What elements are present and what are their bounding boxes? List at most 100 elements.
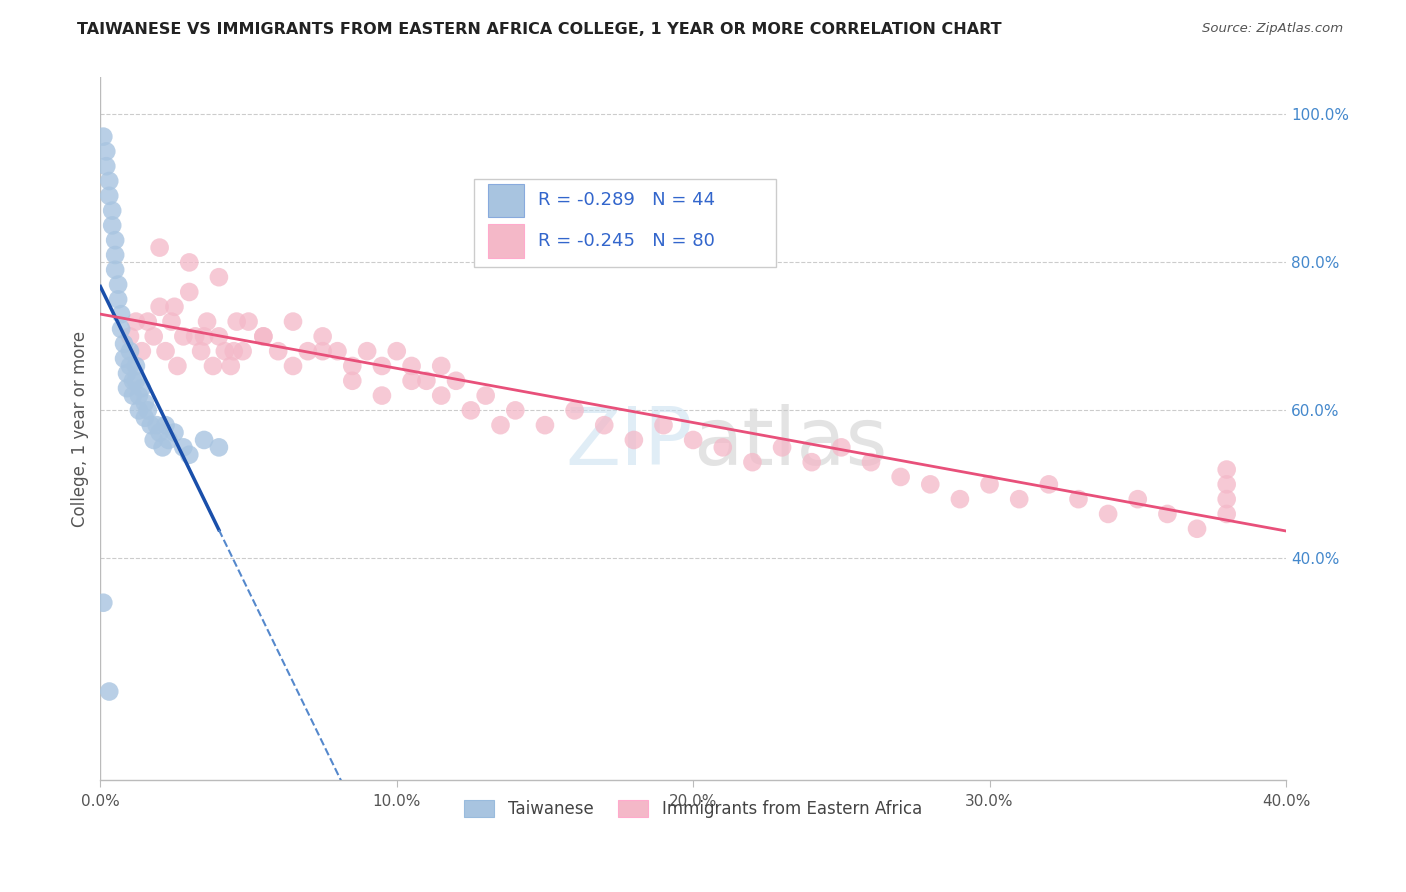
Point (122, 388, 145, 402)
Point (232, 344, 254, 359)
Point (163, 425, 186, 440)
Point (1126, 492, 1149, 507)
Point (1215, 462, 1237, 476)
Point (652, 418, 675, 433)
Point (1185, 522, 1208, 536)
Point (311, 344, 333, 359)
Point (711, 441, 734, 455)
Point (890, 470, 912, 484)
Point (201, 359, 224, 373)
Point (149, 425, 172, 440)
Point (460, 403, 482, 417)
Point (356, 344, 378, 359)
Point (489, 418, 512, 433)
Point (98, 189, 121, 203)
Point (564, 403, 586, 417)
Point (128, 403, 150, 417)
Point (166, 359, 188, 373)
Point (430, 359, 453, 373)
Point (179, 285, 201, 299)
Point (145, 418, 167, 433)
Point (920, 477, 942, 491)
Point (415, 374, 437, 388)
Point (281, 359, 304, 373)
Point (195, 315, 218, 329)
Point (125, 315, 148, 329)
Point (534, 418, 557, 433)
Point (1097, 507, 1119, 521)
Point (371, 359, 394, 373)
Point (134, 396, 156, 410)
Point (190, 344, 212, 359)
Point (128, 388, 150, 402)
FancyBboxPatch shape (488, 184, 523, 218)
Text: R = -0.289   N = 44: R = -0.289 N = 44 (538, 192, 716, 210)
Point (267, 344, 290, 359)
Point (401, 374, 423, 388)
Point (112, 336, 135, 351)
Point (136, 403, 159, 417)
Point (1008, 492, 1031, 507)
Point (131, 344, 153, 359)
Point (125, 374, 148, 388)
Point (157, 433, 180, 447)
Point (208, 329, 231, 343)
Point (142, 329, 165, 343)
Point (311, 329, 333, 343)
Point (682, 203, 704, 218)
FancyBboxPatch shape (474, 179, 776, 268)
Point (104, 233, 127, 247)
Point (474, 388, 496, 402)
Legend: Taiwanese, Immigrants from Eastern Africa: Taiwanese, Immigrants from Eastern Afric… (458, 793, 928, 825)
Point (149, 241, 172, 255)
Point (184, 329, 207, 343)
Point (208, 270, 231, 285)
Point (131, 381, 153, 395)
Point (1156, 507, 1178, 521)
Point (155, 344, 177, 359)
Point (430, 388, 453, 402)
Point (179, 448, 201, 462)
Point (163, 300, 186, 314)
Text: atlas: atlas (693, 404, 887, 482)
FancyBboxPatch shape (488, 224, 523, 258)
Point (1215, 507, 1237, 521)
Point (770, 441, 793, 455)
Point (134, 410, 156, 425)
Point (1215, 492, 1237, 507)
Point (682, 433, 704, 447)
Point (155, 418, 177, 433)
Point (122, 374, 145, 388)
Text: ZIP: ZIP (565, 404, 693, 482)
Point (193, 329, 215, 343)
Point (281, 315, 304, 329)
Text: TAIWANESE VS IMMIGRANTS FROM EASTERN AFRICA COLLEGE, 1 YEAR OR MORE CORRELATION : TAIWANESE VS IMMIGRANTS FROM EASTERN AFR… (77, 22, 1002, 37)
Y-axis label: College, 1 year or more: College, 1 year or more (72, 331, 89, 527)
Point (385, 344, 408, 359)
Point (139, 418, 162, 433)
Point (172, 329, 194, 343)
Point (1215, 477, 1237, 491)
Point (800, 455, 823, 469)
Point (101, 219, 124, 233)
Point (219, 359, 242, 373)
Point (110, 322, 132, 336)
Point (101, 203, 124, 218)
Point (342, 374, 364, 388)
Point (112, 351, 135, 366)
Point (136, 315, 159, 329)
Point (371, 388, 394, 402)
Point (741, 455, 763, 469)
Point (115, 367, 138, 381)
Point (238, 315, 260, 329)
Point (125, 359, 148, 373)
Point (193, 433, 215, 447)
Point (142, 433, 165, 447)
Text: R = -0.245   N = 80: R = -0.245 N = 80 (538, 232, 714, 251)
Point (96, 159, 118, 173)
Point (172, 441, 194, 455)
Point (222, 344, 245, 359)
Point (104, 248, 127, 262)
Point (152, 441, 174, 455)
Text: Source: ZipAtlas.com: Source: ZipAtlas.com (1202, 22, 1343, 36)
